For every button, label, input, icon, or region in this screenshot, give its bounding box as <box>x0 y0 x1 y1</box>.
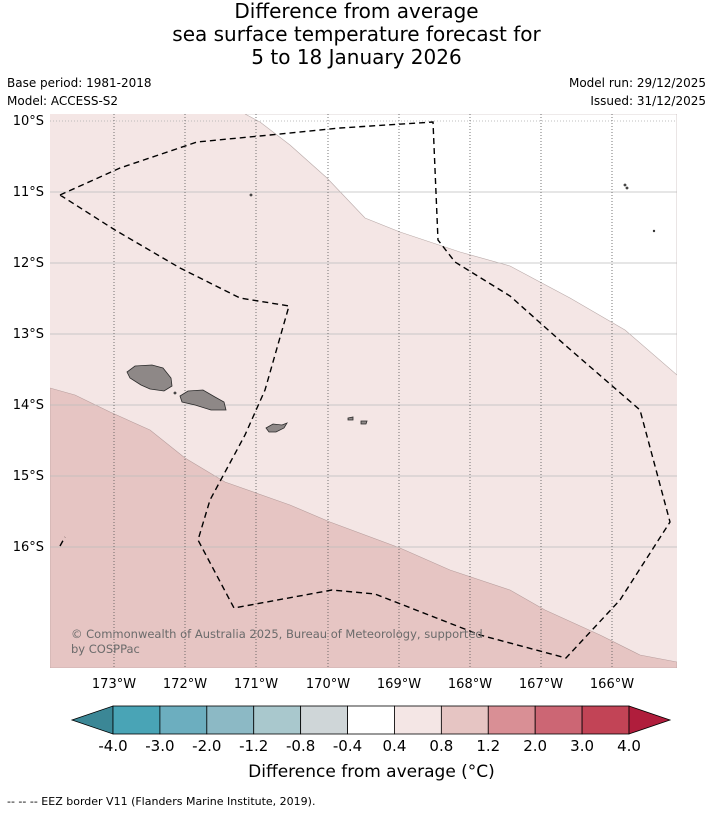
eez-legend: -- -- -- EEZ border V11 (Flanders Marine… <box>7 795 316 808</box>
lon-label: 169°W <box>377 677 421 692</box>
islet-4 <box>652 229 656 233</box>
colorbar-extend-low <box>70 705 114 735</box>
eez-border-samoa <box>59 121 671 659</box>
lon-label: 171°W <box>234 677 278 692</box>
islet-3 <box>625 186 629 190</box>
colorbar-tick-labels: -4.0 -3.0 -2.0 -1.2 -0.8 -0.4 0.4 0.8 1.2 2.0 3.0 4… <box>98 737 641 755</box>
model-run-label: Model run: 29/12/2025 <box>568 76 706 90</box>
islands <box>126 183 656 433</box>
colorbar-segment <box>159 705 208 735</box>
colorbar-tick-label: 0.4 <box>383 737 407 755</box>
islet-5 <box>173 391 177 395</box>
lon-label: 167°W <box>519 677 563 692</box>
title-line-2: sea surface temperature forecast for <box>172 22 541 46</box>
title-line-3: 5 to 18 January 2026 <box>251 45 462 69</box>
meta-left: Base period: 1981-2018 Model: ACCESS-S2 <box>7 74 152 110</box>
colorbar-tick-label: -2.0 <box>192 737 221 755</box>
colorbar-tick-label: -3.0 <box>145 737 174 755</box>
colorbar-segment <box>347 705 395 735</box>
graticule <box>50 114 677 668</box>
colorbar-segment <box>112 705 161 735</box>
colorbar-tick-label: 1.2 <box>476 737 500 755</box>
issued-label: Issued: 31/12/2025 <box>590 94 706 108</box>
lon-label: 173°W <box>92 677 136 692</box>
colorbar-segment <box>253 705 302 735</box>
base-period-label: Base period: 1981-2018 <box>7 76 152 90</box>
colorbar-segment <box>534 705 583 735</box>
manua-island-2 <box>360 420 368 425</box>
eez-borders <box>59 121 671 659</box>
colorbar-segment <box>581 705 630 735</box>
tutuila-island <box>265 422 288 433</box>
anomaly-band-neutral <box>244 114 677 376</box>
lat-label: 15°S <box>13 469 44 484</box>
colorbar-tick-label: -4.0 <box>98 737 127 755</box>
copyright-line-1: © Commonwealth of Australia 2025, Bureau… <box>71 627 483 641</box>
colorbar-tick-label: -0.8 <box>286 737 315 755</box>
colorbar <box>70 705 672 735</box>
colorbar-tick-label: 3.0 <box>570 737 594 755</box>
savaii-island <box>126 364 173 392</box>
colorbar-tick-label: 2.0 <box>523 737 547 755</box>
anomaly-band-0.8-1.2 <box>50 387 677 668</box>
latitude-labels: 10°S 11°S 12°S 13°S 14°S 15°S 16°S <box>13 114 44 555</box>
map-area: © Commonwealth of Australia 2025, Bureau… <box>50 114 677 668</box>
title-line-1: Difference from average <box>234 0 479 23</box>
colorbar-title: Difference from average (°C) <box>248 762 495 782</box>
lat-label: 14°S <box>13 398 44 413</box>
lon-label: 168°W <box>448 677 492 692</box>
colorbar-segment <box>487 705 536 735</box>
colorbar-tick-label: -1.2 <box>239 737 268 755</box>
colorbar-segment <box>206 705 255 735</box>
colorbar-tick-label: 0.8 <box>429 737 453 755</box>
lat-label: 16°S <box>13 540 44 555</box>
colorbar-segment <box>300 705 348 735</box>
manua-island-1 <box>347 416 354 421</box>
lon-label: 172°W <box>163 677 207 692</box>
map-title: Difference from average sea surface temp… <box>0 0 713 69</box>
lat-label: 12°S <box>13 256 44 271</box>
lon-label: 166°W <box>590 677 634 692</box>
upolu-island <box>179 389 227 411</box>
colorbar-segment <box>394 705 442 735</box>
lat-label: 11°S <box>13 185 44 200</box>
meta-right: Model run: 29/12/2025 Issued: 31/12/2025 <box>569 74 706 110</box>
longitude-labels: 173°W 172°W 171°W 170°W 169°W 168°W 167°… <box>92 677 634 692</box>
colorbar-tick-label: 4.0 <box>617 737 641 755</box>
islet-1 <box>249 193 253 197</box>
lon-label: 170°W <box>306 677 350 692</box>
colorbar-extend-high <box>628 705 672 735</box>
eez-border-fragment <box>59 536 66 547</box>
colorbar-segment <box>440 705 489 735</box>
model-label: Model: ACCESS-S2 <box>7 94 119 108</box>
lat-label: 13°S <box>13 327 44 342</box>
islet-2 <box>623 183 627 187</box>
lat-label: 10°S <box>13 114 44 129</box>
copyright-line-2: by COSPPac <box>71 642 140 656</box>
colorbar-tick-label: -0.4 <box>333 737 362 755</box>
